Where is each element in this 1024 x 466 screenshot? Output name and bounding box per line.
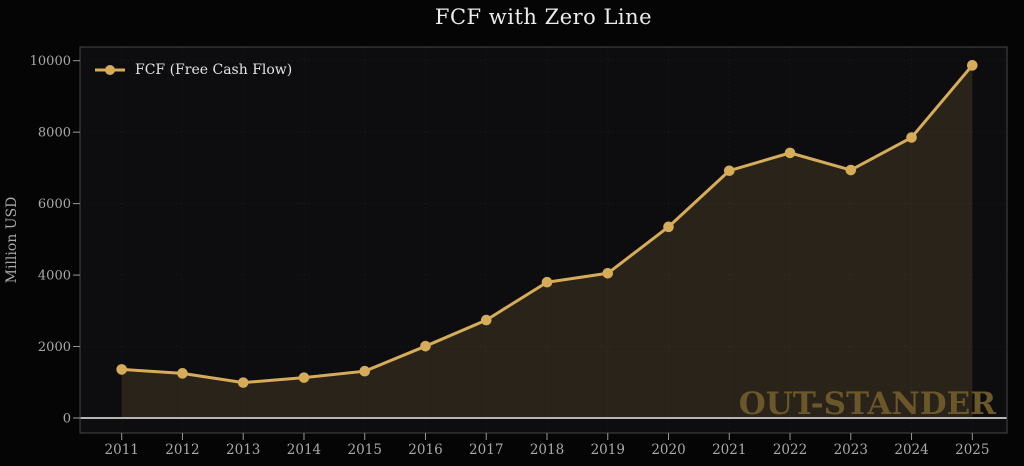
data-point-2023	[845, 164, 857, 176]
x-tick-label: 2021	[712, 442, 746, 458]
x-tick-label: 2024	[894, 442, 928, 458]
y-tick-label: 6000	[38, 197, 71, 212]
legend-label: FCF (Free Cash Flow)	[135, 62, 293, 78]
data-point-2012	[177, 368, 188, 379]
x-tick-label: 2022	[773, 442, 807, 458]
data-point-2016	[420, 340, 431, 352]
data-point-2020	[663, 221, 674, 233]
x-tick-label: 2015	[348, 442, 382, 458]
x-tick-label: 2020	[651, 442, 685, 458]
x-tick-label: 2025	[955, 442, 989, 458]
y-tick-label: 0	[63, 412, 71, 427]
y-axis-tick-labels: 0 2000 4000 6000 8000 10000	[30, 54, 71, 426]
data-point-2019	[602, 267, 614, 279]
x-tick-label: 2012	[165, 442, 199, 458]
data-point-2013	[237, 377, 249, 388]
x-tick-label: 2017	[469, 442, 503, 458]
x-tick-label: 2019	[591, 442, 625, 458]
y-tick-label: 10000	[30, 54, 71, 69]
data-point-markers	[116, 60, 978, 388]
data-point-2018	[541, 276, 553, 288]
x-tick-label: 2018	[530, 442, 564, 458]
data-point-2021	[723, 165, 735, 177]
y-tick-label: 2000	[38, 340, 71, 355]
data-point-2017	[480, 314, 492, 326]
data-point-2024	[906, 132, 917, 143]
plot-border	[79, 46, 1008, 434]
x-tick-label: 2014	[287, 442, 321, 458]
data-point-2011	[116, 364, 127, 375]
y-axis-title: Million USD	[4, 197, 20, 284]
legend: FCF (Free Cash Flow)	[94, 60, 292, 80]
x-tick-label: 2016	[408, 442, 442, 458]
area-fill	[121, 65, 973, 419]
data-point-2022	[784, 147, 796, 159]
y-tick-label: 4000	[38, 269, 71, 284]
plot-background	[80, 47, 1007, 433]
legend-line-marker-icon	[95, 65, 125, 75]
x-axis-tick-labels: 2011 2012 2013 2014 2015 2016 2017 2018 2019 2020…	[105, 442, 990, 458]
data-point-2014	[298, 372, 310, 383]
chart-title: FCF with Zero Line	[434, 5, 653, 29]
data-point-2015	[359, 365, 371, 377]
y-tick-label: 8000	[38, 126, 71, 141]
x-tick-label: 2011	[105, 442, 139, 458]
watermark: OUT-STANDER	[739, 386, 997, 422]
axis-tick-marks	[73, 60, 973, 440]
x-tick-label: 2013	[226, 442, 260, 458]
x-tick-label: 2023	[834, 442, 868, 458]
data-point-2025	[966, 60, 978, 71]
